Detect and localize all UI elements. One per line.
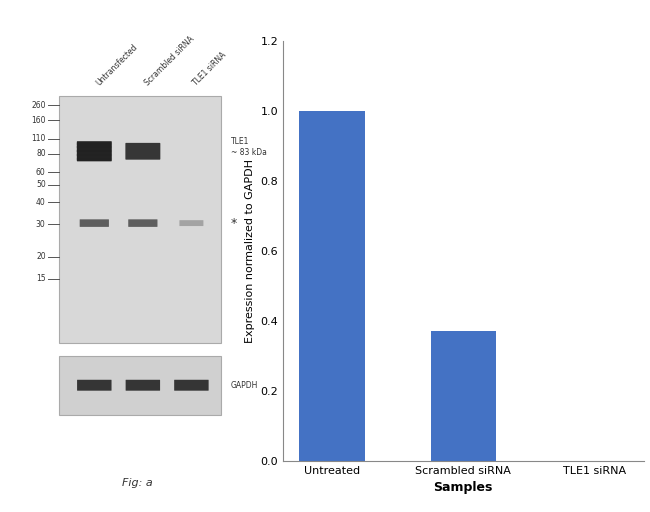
Text: TLE1 siRNA: TLE1 siRNA xyxy=(191,50,228,87)
Bar xyxy=(430,331,496,461)
FancyBboxPatch shape xyxy=(128,219,157,227)
Text: GAPDH: GAPDH xyxy=(231,381,258,390)
FancyBboxPatch shape xyxy=(77,141,112,161)
FancyBboxPatch shape xyxy=(58,96,220,343)
Text: 80: 80 xyxy=(36,150,46,158)
Text: 160: 160 xyxy=(31,116,46,125)
Text: 260: 260 xyxy=(31,101,46,110)
Text: 110: 110 xyxy=(31,134,46,143)
FancyBboxPatch shape xyxy=(125,143,161,160)
Text: TLE1
~ 83 kDa: TLE1 ~ 83 kDa xyxy=(231,137,267,157)
FancyBboxPatch shape xyxy=(174,380,209,391)
Text: 30: 30 xyxy=(36,220,46,229)
Text: Fig: a: Fig: a xyxy=(122,478,152,487)
X-axis label: Samples: Samples xyxy=(434,481,493,494)
Text: 50: 50 xyxy=(36,180,46,189)
FancyBboxPatch shape xyxy=(179,220,203,226)
Bar xyxy=(300,111,365,461)
Text: 20: 20 xyxy=(36,252,46,261)
Text: 15: 15 xyxy=(36,274,46,283)
Text: Untransfected: Untransfected xyxy=(94,42,139,87)
FancyBboxPatch shape xyxy=(125,380,160,391)
Text: 40: 40 xyxy=(36,198,46,206)
Text: Scrambled siRNA: Scrambled siRNA xyxy=(143,34,196,87)
Y-axis label: Expression normalized to GAPDH: Expression normalized to GAPDH xyxy=(245,159,255,343)
FancyBboxPatch shape xyxy=(77,380,112,391)
Text: 60: 60 xyxy=(36,168,46,177)
FancyBboxPatch shape xyxy=(58,356,220,415)
FancyBboxPatch shape xyxy=(80,219,109,227)
Text: *: * xyxy=(231,217,237,229)
